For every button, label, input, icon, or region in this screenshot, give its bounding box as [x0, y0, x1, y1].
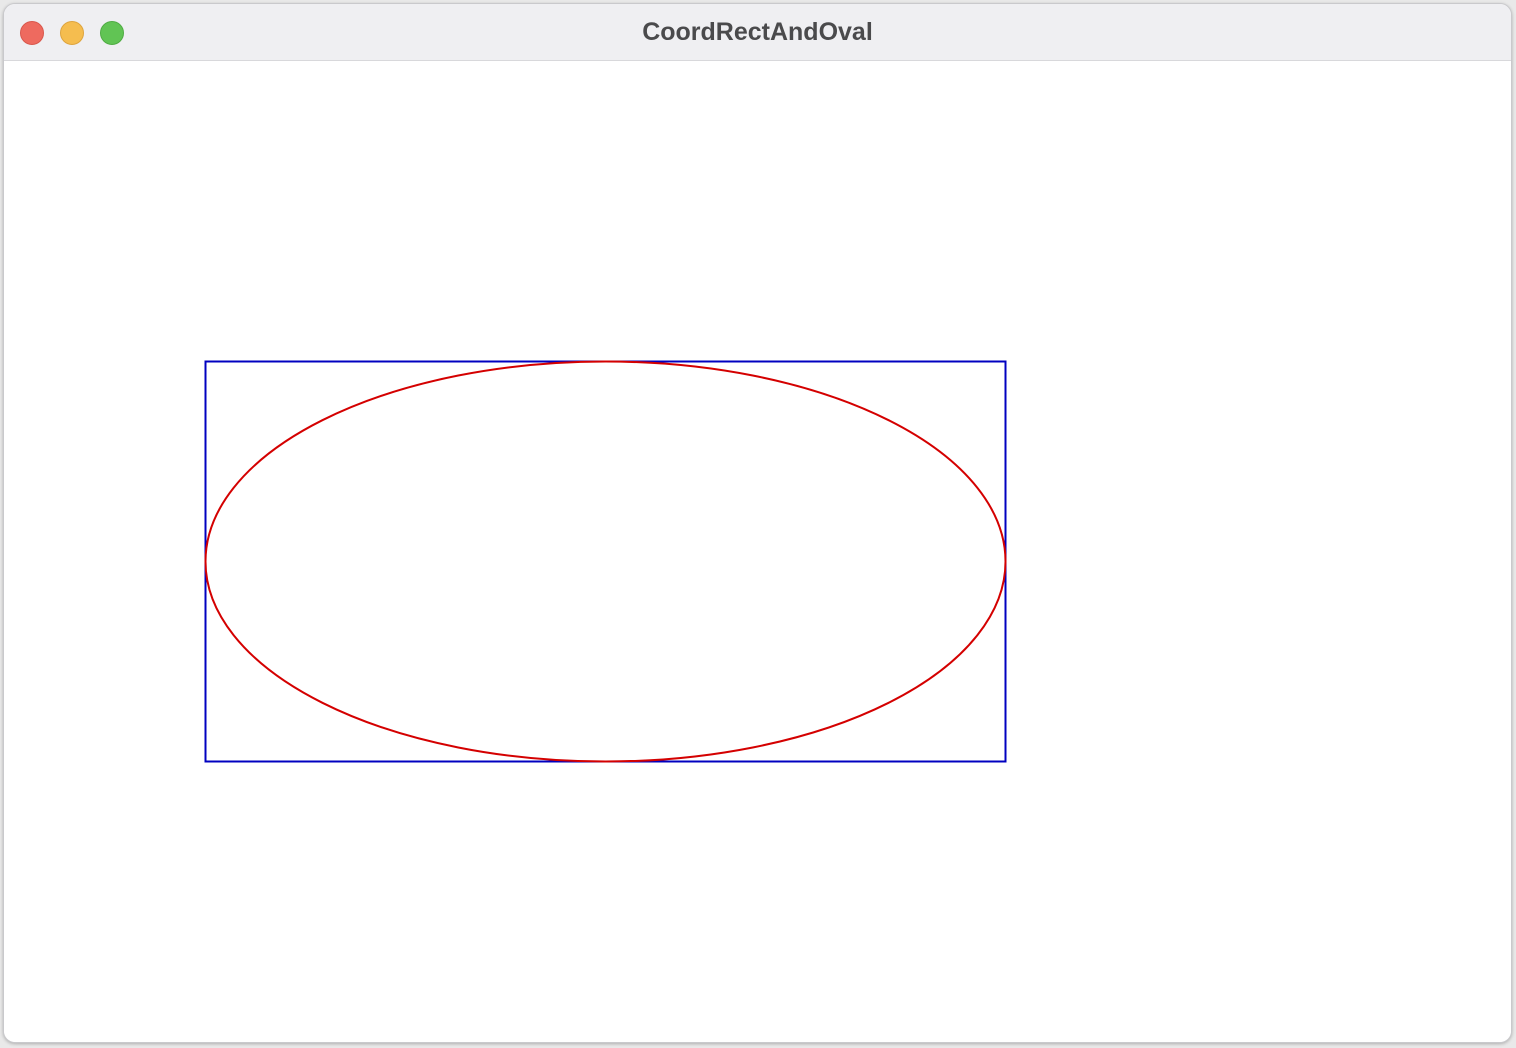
zoom-button[interactable] [100, 21, 124, 45]
drawing-canvas [204, 360, 1007, 763]
minimize-button[interactable] [60, 21, 84, 45]
app-window: CoordRectAndOval [3, 3, 1512, 1043]
drawing-area [4, 61, 1511, 1042]
oval-shape [204, 360, 1007, 763]
window-title: CoordRectAndOval [642, 18, 873, 46]
close-button[interactable] [20, 21, 44, 45]
title-bar[interactable]: CoordRectAndOval [4, 4, 1511, 61]
rectangle-shape [204, 360, 1007, 763]
